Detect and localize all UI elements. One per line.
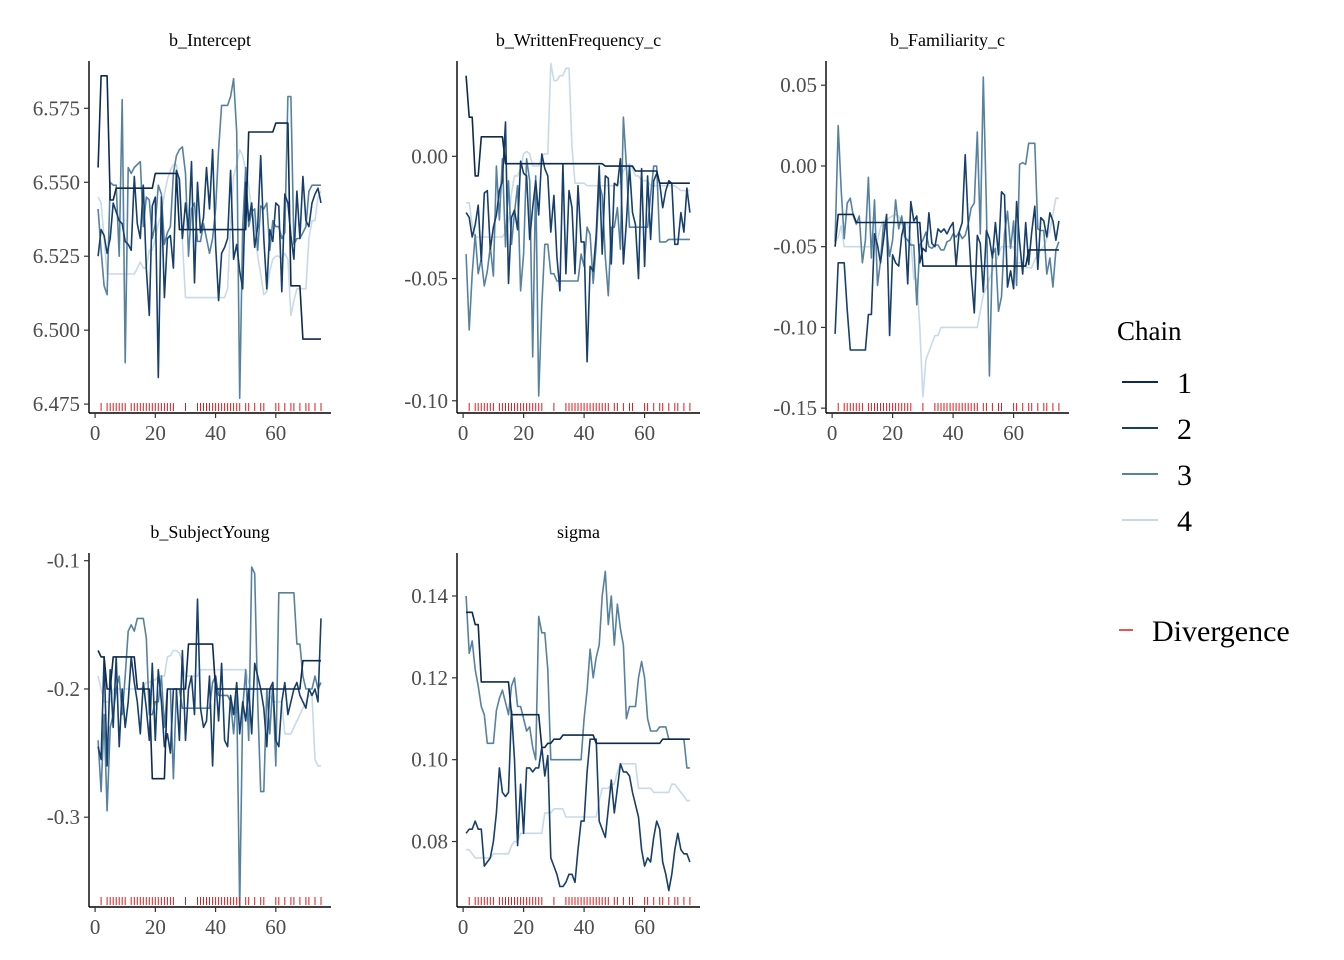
legend-label: 1 (1177, 367, 1192, 400)
x-tick-label: 60 (634, 421, 655, 445)
panel-title: b_WrittenFrequency_c (496, 30, 661, 50)
y-tick-label: 0.14 (411, 584, 448, 608)
panel-sigma: sigma 0.08 0.10 0.12 0.14 0 20 40 60 (411, 522, 700, 939)
trace-line-chain-4 (466, 762, 690, 859)
x-tick-label: 20 (882, 421, 903, 445)
y-tick-label: 6.500 (33, 318, 80, 342)
divergence-rug (100, 897, 322, 905)
y-tick-label: 6.525 (33, 244, 80, 268)
divergence-rug (837, 403, 1060, 411)
x-tick-label: 40 (574, 421, 595, 445)
legend-label: Divergence (1152, 615, 1290, 648)
trace-line-chain-1 (466, 611, 690, 749)
x-tick-label: 60 (265, 915, 286, 939)
y-tick-label: -0.15 (773, 396, 817, 420)
y-tick-label: -0.3 (47, 805, 80, 829)
x-tick-label: 20 (145, 421, 166, 445)
x-tick-label: 60 (1003, 421, 1024, 445)
trace-line-chain-2 (465, 121, 691, 363)
x-tick-label: 60 (634, 915, 655, 939)
trace-line-chain-3 (97, 566, 322, 908)
legend: Chain 1 2 3 4 Divergence (1117, 316, 1290, 648)
trace-line-chain-3 (465, 570, 690, 769)
y-tick-label: -0.10 (773, 315, 817, 339)
divergence-rug (468, 403, 691, 411)
panel-b-intercept: b_Intercept 6.475 6.500 6.525 6.550 6.575 0 20 4… (33, 30, 331, 445)
y-tick-label: 6.575 (33, 96, 80, 120)
panel-title: b_Familiarity_c (890, 30, 1005, 50)
x-tick-label: 20 (513, 915, 534, 939)
trace-line-chain-3 (465, 116, 690, 397)
y-tick-label: 0.08 (411, 830, 448, 854)
trace-line-chain-1 (465, 75, 690, 184)
y-tick-label: -0.2 (47, 677, 80, 701)
x-tick-label: 20 (145, 915, 166, 939)
trace-line-chain-3 (834, 76, 1060, 377)
trace-line-chain-1 (97, 75, 321, 340)
y-tick-label: 0.12 (411, 666, 448, 690)
y-tick-label: 6.550 (33, 170, 80, 194)
panel-b-subjectyoung: b_SubjectYoung -0.3 -0.2 -0.1 0 20 40 60 (47, 522, 331, 939)
x-tick-label: 20 (513, 421, 534, 445)
panel-b-writtenfrequency-c: b_WrittenFrequency_c -0.10 -0.05 0.00 0 20 40 6… (404, 30, 700, 445)
x-tick-label: 40 (205, 421, 226, 445)
panel-title: b_SubjectYoung (150, 522, 269, 542)
y-tick-label: -0.05 (773, 235, 817, 259)
y-tick-label: 0.00 (780, 154, 817, 178)
trace-line-chain-4 (97, 148, 322, 317)
legend-entry-chain-2: 2 (1122, 413, 1192, 446)
legend-entry-divergence: Divergence (1119, 615, 1290, 648)
x-tick-label: 40 (574, 915, 595, 939)
trace-line-chain-2 (97, 148, 322, 379)
y-tick-label: -0.10 (404, 389, 448, 413)
x-tick-label: 0 (458, 915, 469, 939)
trace-line-chain-2 (465, 709, 691, 892)
x-tick-label: 40 (943, 421, 964, 445)
y-tick-label: -0.05 (404, 267, 448, 291)
divergence-rug (100, 403, 322, 411)
x-tick-label: 0 (90, 421, 101, 445)
x-tick-label: 0 (827, 421, 838, 445)
x-tick-label: 0 (90, 915, 101, 939)
trace-line-chain-2 (834, 153, 1060, 351)
legend-entry-chain-1: 1 (1122, 367, 1192, 400)
legend-label: 3 (1177, 459, 1192, 492)
legend-title: Chain (1117, 316, 1182, 346)
divergence-rug (468, 897, 691, 905)
panel-title: sigma (557, 522, 600, 542)
y-tick-label: 0.05 (780, 73, 817, 97)
x-tick-label: 40 (205, 915, 226, 939)
x-tick-label: 0 (458, 421, 469, 445)
trace-line-chain-1 (834, 213, 1059, 267)
trace-line-chain-1 (97, 643, 321, 780)
legend-label: 4 (1177, 505, 1192, 538)
panel-title: b_Intercept (169, 30, 251, 50)
legend-label: 2 (1177, 413, 1192, 446)
legend-entry-chain-4: 4 (1122, 505, 1192, 538)
y-tick-label: 6.475 (33, 392, 80, 416)
panel-b-familiarity-c: b_Familiarity_c -0.15 -0.10 -0.05 0.00 0.05 0 2… (773, 30, 1069, 445)
x-tick-label: 60 (265, 421, 286, 445)
y-tick-label: 0.00 (411, 144, 448, 168)
legend-entry-chain-3: 3 (1122, 459, 1192, 492)
y-tick-label: 0.10 (411, 748, 448, 772)
y-tick-label: -0.1 (47, 549, 80, 573)
